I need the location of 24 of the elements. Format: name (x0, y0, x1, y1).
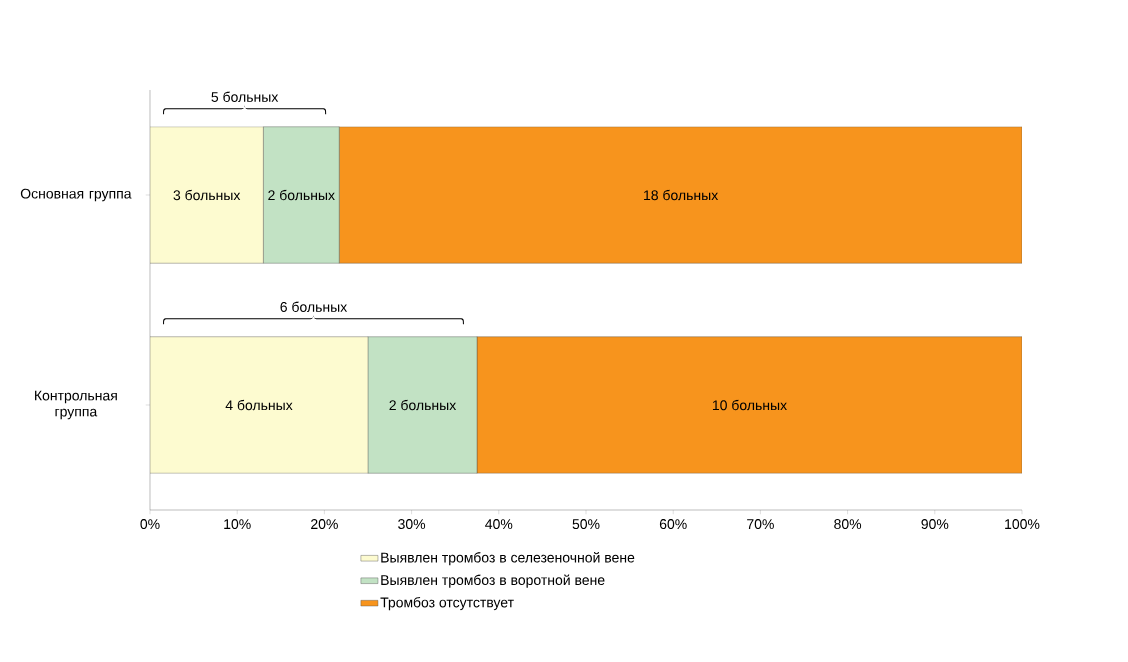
legend-label: Тромбоз отсутствует (380, 596, 514, 611)
x-tick-label: 80% (834, 519, 862, 530)
annotation: 18 больных (644, 189, 719, 201)
annotation: 2 больных (389, 399, 457, 411)
annotation: 5 больных (211, 91, 279, 102)
annotation: 4 больных (225, 399, 293, 411)
x-tick-label: 60% (659, 519, 687, 530)
annotation: 10 больных (712, 399, 787, 411)
legend-label: Выявлен тромбоз в воротной вене (381, 574, 605, 588)
x-tick-label: 30% (398, 519, 426, 530)
x-tick-label: 20% (311, 519, 338, 530)
x-tick-label: 100% (1005, 519, 1040, 530)
annotation: 2 больных (268, 189, 335, 201)
x-tick-label: 50% (572, 519, 600, 530)
y-tick-label: Контрольная группа (35, 390, 117, 420)
x-tick-label: 90% (921, 519, 949, 530)
x-tick-label: 70% (747, 519, 774, 530)
annotation: 6 больных (280, 301, 348, 312)
legend-label: Выявлен тромбоз в селезеночной вене (381, 551, 635, 566)
x-tick-label: 10% (224, 519, 251, 530)
x-tick-label: 0% (140, 519, 160, 530)
x-tick-label: 40% (485, 519, 513, 530)
annotation: 3 больных (173, 189, 241, 201)
y-tick-label: Основная группа (20, 188, 132, 202)
